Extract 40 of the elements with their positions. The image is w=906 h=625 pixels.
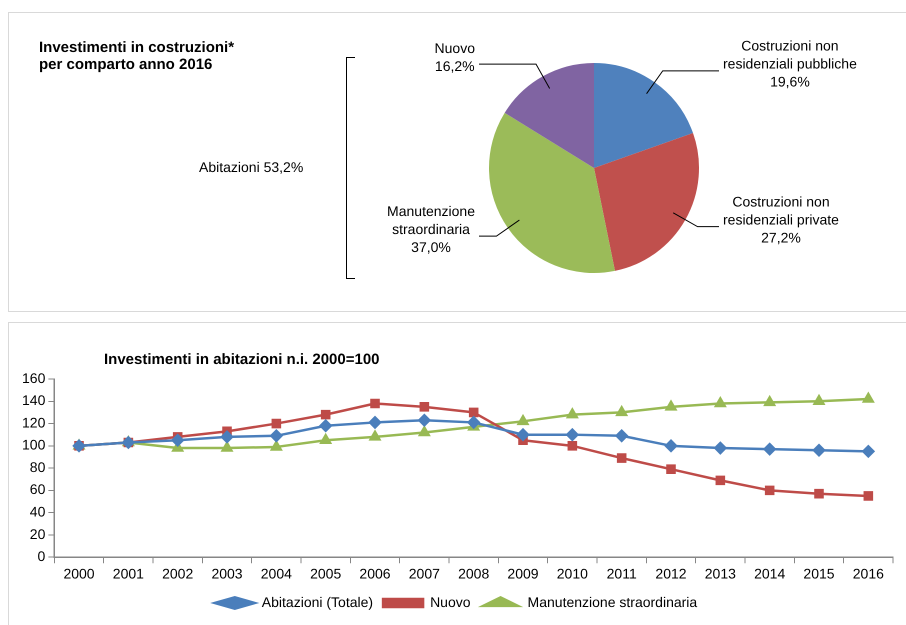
y-tick-label: 80 [30,458,46,475]
x-tick-label: 2002 [162,565,194,582]
x-tick-label: 2015 [803,565,835,582]
x-tick-label: 2016 [852,565,884,582]
y-tick-label: 160 [22,370,46,386]
x-tick-label: 2009 [507,565,539,582]
x-tick-label: 2012 [655,565,687,582]
text: Abitazioni 53,2% [199,159,304,175]
slice-label: Manutenzione straordinaria [387,202,476,237]
data-label: 37,0% [411,238,451,255]
data-label: 27,2% [761,229,801,246]
slice-label: Costruzioni non residenziali pubbliche [722,38,858,72]
data-label: 16,2% [434,58,475,74]
x-tick-label: 2011 [606,565,637,582]
x-tick-label: 2003 [211,565,243,582]
x-tick-label: 2001 [112,565,144,582]
chart-title: Investimenti in abitazioni n.i. 2000=100 [104,351,380,368]
y-tick-label: 40 [30,504,46,520]
x-tick-label: 2006 [359,565,391,582]
y-tick-label: 20 [30,526,46,542]
x-tick-label: 2004 [260,565,292,582]
y-tick-label: 100 [22,436,46,453]
text: Investimenti in costruzioni* per comparto anno 2016 [39,39,236,73]
slice-label: Nuovo [434,40,476,56]
legend-label: Manutenzione straordinaria [528,594,698,610]
data-label: 19,6% [770,74,810,90]
x-tick-label: 2007 [408,565,440,582]
x-tick-label: 2013 [704,565,736,582]
y-tick-label: 140 [22,392,46,408]
y-tick-label: 60 [30,481,46,498]
y-tick-label: 120 [22,414,46,430]
x-tick-label: 2000 [63,565,95,582]
x-tick-label: 2008 [458,565,490,582]
legend-label: Nuovo [430,594,471,610]
x-tick-label: 2014 [754,565,786,582]
x-tick-label: 2010 [556,565,588,582]
y-tick-label: 0 [38,548,46,564]
x-tick-label: 2005 [310,565,342,582]
slice-label: Costruzioni non residenziali private [722,193,840,228]
legend-label: Abitazioni (Totale) [262,594,374,610]
